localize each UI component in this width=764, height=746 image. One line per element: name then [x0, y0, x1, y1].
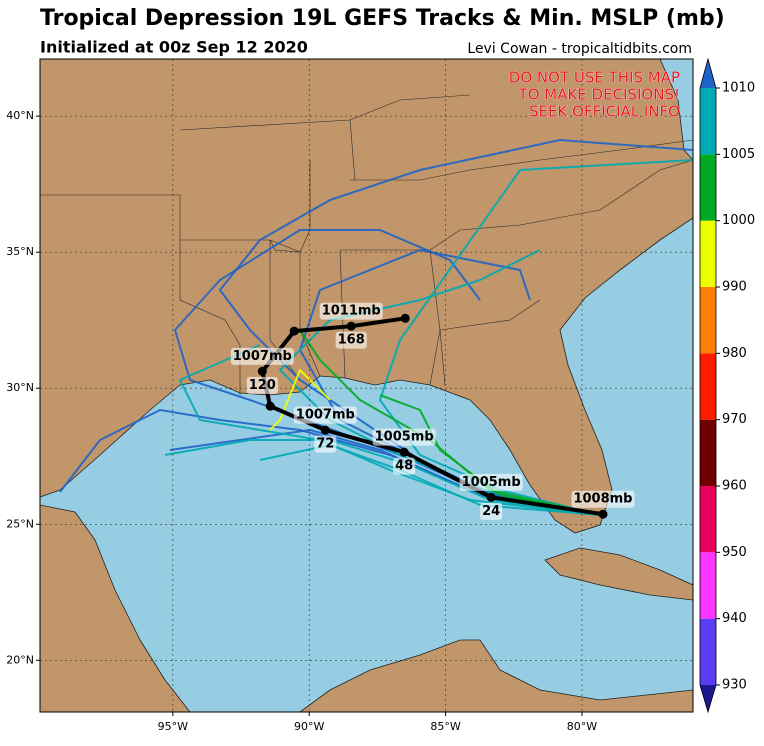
- y-tick-label: 25°N: [6, 517, 34, 530]
- hour-label-group: 120: [246, 376, 278, 394]
- pressure-label: 1008mb: [573, 492, 632, 507]
- colorbar-label: 930: [722, 678, 747, 693]
- x-tick-label: 95°W: [158, 720, 188, 733]
- colorbar-segment: [700, 552, 716, 619]
- pressure-label: 1007mb: [296, 408, 355, 423]
- track-point: [289, 326, 299, 336]
- colorbar-label: 1000: [722, 213, 755, 228]
- hour-label: 72: [316, 437, 334, 452]
- colorbar-segment: [700, 220, 716, 287]
- pressure-label-group: 1005mb: [372, 428, 436, 446]
- hour-label: 120: [249, 378, 276, 393]
- colorbar-label: 940: [722, 611, 747, 626]
- track-point: [486, 492, 496, 502]
- y-tick-label: 30°N: [6, 381, 34, 394]
- hour-label: 24: [482, 504, 500, 519]
- track-point: [598, 509, 608, 519]
- subtitle: Initialized at 00z Sep 12 2020: [40, 38, 308, 57]
- colorbar-segment: [700, 353, 716, 420]
- label-box: [319, 302, 383, 320]
- hour-label-group: 24: [480, 502, 503, 520]
- hour-label-group: 72: [314, 435, 337, 453]
- colorbar-label: 970: [722, 412, 747, 427]
- pressure-label: 1011mb: [322, 304, 381, 319]
- label-box: [571, 490, 635, 508]
- x-tick-label: 90°W: [294, 720, 324, 733]
- pressure-label-group: 1008mb: [571, 490, 635, 508]
- label-box: [372, 428, 436, 446]
- map-area: 1008mb 1005mb 24 1005mb 48 1007mb 72 1007mb 120 1…: [40, 59, 693, 712]
- label-box: [393, 457, 416, 475]
- label-box: [459, 473, 523, 491]
- pressure-label: 1005mb: [375, 430, 434, 445]
- colorbar-segment: [700, 88, 716, 155]
- map-frame: [39, 58, 694, 713]
- hour-label: 168: [338, 333, 365, 348]
- pressure-label: 1005mb: [462, 475, 521, 490]
- track-point: [346, 321, 356, 331]
- atlantic-north: [659, 59, 693, 161]
- colorbar-label: 950: [722, 545, 747, 560]
- hour-label-group: 168: [335, 331, 367, 349]
- colorbar-label: 1010: [722, 81, 755, 96]
- y-tick-label: 40°N: [6, 109, 34, 122]
- track-point: [265, 401, 275, 411]
- colorbar-extend-low: [700, 685, 716, 712]
- pressure-label: 1007mb: [233, 349, 292, 364]
- label-box: [293, 406, 357, 424]
- colorbar-extend-high: [700, 59, 716, 88]
- label-box: [314, 435, 337, 453]
- label-box: [335, 331, 367, 349]
- colorbar-segment: [700, 618, 716, 685]
- credit: Levi Cowan - tropicaltidbits.com: [467, 41, 692, 57]
- pressure-label-group: 1005mb: [459, 473, 523, 491]
- label-box: [480, 502, 503, 520]
- pressure-label-group: 1011mb: [319, 302, 383, 320]
- colorbar-label: 1005: [722, 147, 755, 162]
- y-tick-label: 35°N: [6, 245, 34, 258]
- track-point: [320, 425, 330, 435]
- colorbar-label: 990: [722, 280, 747, 295]
- x-tick-label: 80°W: [567, 720, 597, 733]
- title: Tropical Depression 19L GEFS Tracks & Mi…: [40, 6, 725, 31]
- warning-text: SEEK OFFICIAL INFO: [529, 103, 680, 121]
- warning-text: DO NOT USE THIS MAP: [509, 69, 680, 87]
- warning-text: TO MAKE DECISIONS!: [518, 86, 680, 104]
- track-point: [400, 313, 410, 323]
- track-point: [399, 447, 409, 457]
- track-point: [257, 366, 267, 376]
- y-tick-label: 20°N: [6, 653, 34, 666]
- x-tick-label: 85°W: [430, 720, 460, 733]
- colorbar-segment: [700, 486, 716, 553]
- colorbar-label: 980: [722, 346, 747, 361]
- colorbar-segment: [700, 419, 716, 486]
- label-box: [230, 347, 294, 365]
- label-box: [246, 376, 278, 394]
- pressure-label-group: 1007mb: [230, 347, 294, 365]
- pressure-label-group: 1007mb: [293, 406, 357, 424]
- colorbar-segment: [700, 287, 716, 354]
- hour-label-group: 48: [393, 457, 416, 475]
- colorbar-segment: [700, 154, 716, 221]
- hour-label: 48: [395, 459, 413, 474]
- colorbar-label: 960: [722, 479, 747, 494]
- ocean: [40, 217, 693, 712]
